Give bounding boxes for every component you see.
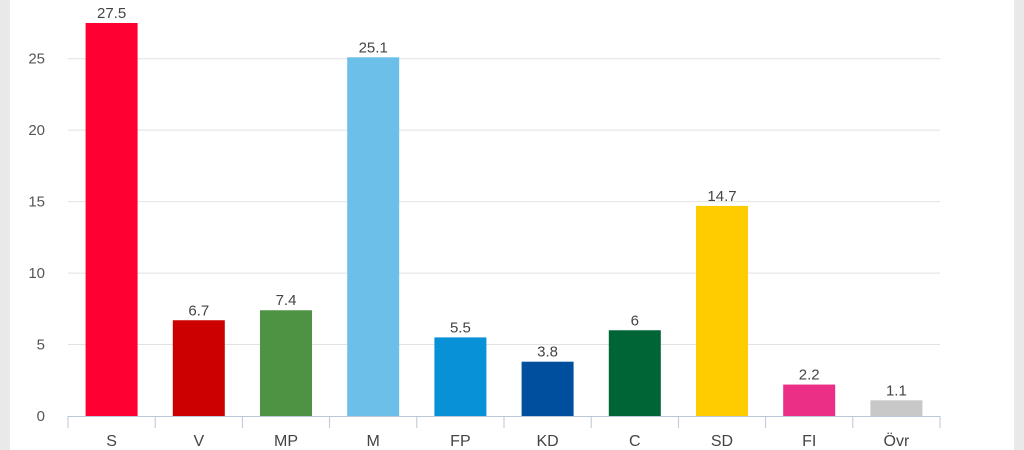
- category-label-FI: FI: [802, 433, 816, 450]
- bar-Övr: [870, 400, 923, 416]
- data-label-C: 6: [631, 312, 639, 329]
- data-label-V: 6.7: [188, 302, 209, 319]
- bar-V: [172, 320, 225, 416]
- bar-MP: [260, 310, 312, 416]
- y-tick-label: 20: [28, 122, 45, 139]
- bar-KD: [521, 361, 574, 416]
- category-label-Övr: Övr: [884, 432, 910, 450]
- y-tick-label: 25: [28, 51, 45, 68]
- data-label-SD: 14.7: [707, 188, 736, 205]
- y-axis-ticks: 0 5 10 15 20 25: [28, 51, 45, 425]
- category-label-M: M: [367, 433, 380, 450]
- data-labels: 27.5 6.7 7.4 25.1 5.5 3.8 6 14.7 2.2 1.1: [97, 5, 907, 399]
- y-tick-label: 10: [28, 265, 45, 282]
- category-label-V: V: [193, 433, 204, 450]
- bar-M: [347, 57, 400, 416]
- bar-SD: [696, 205, 748, 416]
- gridlines: [68, 58, 940, 346]
- category-label-KD: KD: [536, 433, 558, 450]
- bar-S: [85, 23, 138, 416]
- data-label-FP: 5.5: [450, 319, 471, 336]
- category-label-FP: FP: [450, 433, 470, 450]
- data-label-S: 27.5: [97, 5, 126, 22]
- category-label-C: C: [629, 433, 641, 450]
- data-label-MP: 7.4: [276, 292, 297, 309]
- x-axis-categories: S V MP M FP KD C SD FI Övr: [106, 432, 910, 450]
- data-label-KD: 3.8: [537, 344, 558, 361]
- bar-FI: [783, 384, 836, 416]
- chart-panel: 0 5 10 15 20 25 27.5 6.7 7.4 25.1 5.5 3.8 6 14.7 2.2 1…: [10, 0, 1014, 450]
- y-tick-label: 5: [37, 337, 45, 354]
- y-tick-label: 0: [37, 408, 45, 425]
- y-tick-label: 15: [28, 194, 45, 211]
- bar-FP: [434, 337, 487, 416]
- bar-chart: 0 5 10 15 20 25 27.5 6.7 7.4 25.1 5.5 3.8 6 14.7 2.2 1…: [28, 5, 941, 450]
- category-label-SD: SD: [711, 433, 733, 450]
- data-label-Övr: 1.1: [886, 382, 907, 399]
- category-label-MP: MP: [274, 433, 298, 450]
- bar-C: [608, 330, 661, 416]
- data-label-M: 25.1: [359, 39, 388, 56]
- x-axis: [67, 416, 941, 428]
- data-label-FI: 2.2: [799, 367, 820, 384]
- category-label-S: S: [106, 433, 117, 450]
- bars: [85, 23, 923, 416]
